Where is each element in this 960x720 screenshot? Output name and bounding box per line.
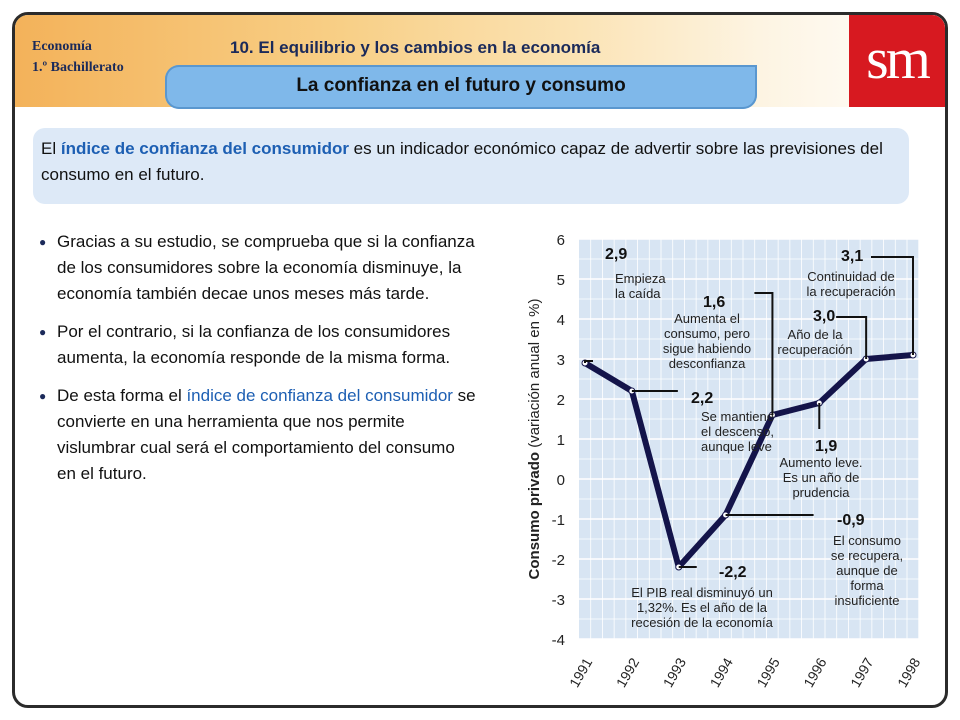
annotation-text: se recupera, xyxy=(831,548,903,563)
annotation-text: El PIB real disminuyó un xyxy=(631,585,773,600)
x-tick-label: 1996 xyxy=(800,655,830,690)
intro-highlight: índice de confianza del consumidor xyxy=(60,139,349,158)
annotation-value: 3,1 xyxy=(841,248,863,265)
y-tick-label: 0 xyxy=(557,472,565,489)
annotation-leader xyxy=(836,316,868,359)
y-tick-label: 5 xyxy=(557,272,565,289)
x-tick-label: 1998 xyxy=(894,655,924,690)
intro-part1: El xyxy=(41,139,61,158)
annotation-text: Se mantiene xyxy=(701,409,774,424)
y-tick-label: -2 xyxy=(552,552,565,569)
y-tick-label: 3 xyxy=(557,352,565,369)
bullet-item: ● Gracias a su estudio, se comprueba que… xyxy=(37,229,477,307)
annotation-text: la caída xyxy=(615,286,661,301)
annotation-text: aunque de xyxy=(836,563,897,578)
intro-box: El índice de confianza del consumidor es… xyxy=(33,128,909,204)
annotation-text: insuficiente xyxy=(834,593,899,608)
sm-logo: sm xyxy=(849,15,945,107)
bullet-highlight: índice de confianza del consumidor xyxy=(186,386,453,405)
annotation-text: recesión de la economía xyxy=(631,615,773,630)
annotation-value: 1,9 xyxy=(815,438,837,455)
sm-logo-text: sm xyxy=(866,26,931,91)
annotation-text: desconfianza xyxy=(669,356,746,371)
annotation-value: 2,2 xyxy=(691,390,713,407)
slide-frame: Economía 1.º Bachillerato 10. El equilib… xyxy=(12,12,948,708)
annotation-text: recuperación xyxy=(777,342,852,357)
annotation-text: el descenso, xyxy=(701,424,774,439)
section-tab: La confianza en el futuro y consumo xyxy=(165,65,757,109)
annotation-text: la recuperación xyxy=(807,284,896,299)
x-tick-label: 1997 xyxy=(847,655,877,690)
section-title: La confianza en el futuro y consumo xyxy=(296,75,626,96)
bullet-dot-icon: ● xyxy=(39,235,47,249)
intro-text: El índice de confianza del consumidor es… xyxy=(41,136,889,188)
y-tick-label: 1 xyxy=(557,432,565,449)
annotation-text: 1,32%. Es el año de la xyxy=(637,600,768,615)
annotation-text: consumo, pero xyxy=(664,326,750,341)
bullet-list: ● Gracias a su estudio, se comprueba que… xyxy=(37,229,477,499)
y-tick-label: 2 xyxy=(557,392,565,409)
annotation-text: Aumento leve. xyxy=(779,455,862,470)
unit-title: 10. El equilibrio y los cambios en la ec… xyxy=(230,38,601,57)
y-axis-label-bold: Consumo privado xyxy=(526,452,543,580)
annotation-value: 1,6 xyxy=(703,294,725,311)
bullet-text: Gracias a su estudio, se comprueba que s… xyxy=(57,232,475,303)
bullet-text-post: se convierte en una herramienta que nos … xyxy=(57,386,476,483)
annotation-value: 3,0 xyxy=(813,308,835,325)
series-line xyxy=(583,352,914,570)
annotation-text: El consumo xyxy=(833,533,901,548)
annotation-text: sigue habiendo xyxy=(663,341,751,356)
x-tick-label: 1995 xyxy=(753,655,783,690)
bullet-item: ● Por el contrario, si la confianza de l… xyxy=(37,319,477,371)
bullet-text-pre: De esta forma el xyxy=(57,386,187,405)
bullet-text: Por el contrario, si la confianza de los… xyxy=(57,322,451,367)
y-tick-label: 6 xyxy=(557,232,565,249)
y-tick-label: 4 xyxy=(557,312,565,329)
bullet-dot-icon: ● xyxy=(39,389,47,403)
annotation-text: Es un año de xyxy=(783,470,860,485)
x-tick-label: 1992 xyxy=(613,655,643,690)
consumption-line-chart: 6 5 4 3 2 1 0 -1 -2 -3 -4 Consumo privado (variació… xyxy=(526,232,924,690)
x-tick-label: 1994 xyxy=(707,655,737,690)
bullet-dot-icon: ● xyxy=(39,325,47,339)
annotation-text: Continuidad de xyxy=(807,269,894,284)
y-tick-label: -4 xyxy=(552,632,565,649)
x-tick-label: 1991 xyxy=(566,655,596,690)
y-axis-label: Consumo privado (variación anual en %) xyxy=(526,299,543,580)
course-level: 1.º Bachillerato xyxy=(32,60,124,75)
y-tick-label: -3 xyxy=(552,592,565,609)
annotation-value: 2,9 xyxy=(605,246,627,263)
annotation-text: Empieza xyxy=(615,271,666,286)
course-label: Economía 1.º Bachillerato xyxy=(32,36,124,78)
annotation-value: -0,9 xyxy=(837,512,865,529)
annotation-leader xyxy=(584,360,593,363)
annotation-leader xyxy=(871,256,914,355)
intro-part2: es un indicador económico capaz de adver… xyxy=(41,139,883,184)
course-subject: Economía xyxy=(32,39,92,54)
annotation-leader xyxy=(754,292,774,415)
annotation-text: prudencia xyxy=(792,485,850,500)
bullet-item: ● De esta forma el índice de confianza d… xyxy=(37,383,477,487)
annotation-text: Año de la xyxy=(788,327,844,342)
annotation-text: aunque leve xyxy=(701,439,772,454)
y-axis-label-rest: (variación anual en %) xyxy=(526,299,543,452)
annotation-text: forma xyxy=(850,578,884,593)
y-tick-label: -1 xyxy=(552,512,565,529)
annotation-text: Aumenta el xyxy=(674,311,740,326)
x-tick-label: 1993 xyxy=(660,655,690,690)
annotation-value: -2,2 xyxy=(719,564,747,581)
